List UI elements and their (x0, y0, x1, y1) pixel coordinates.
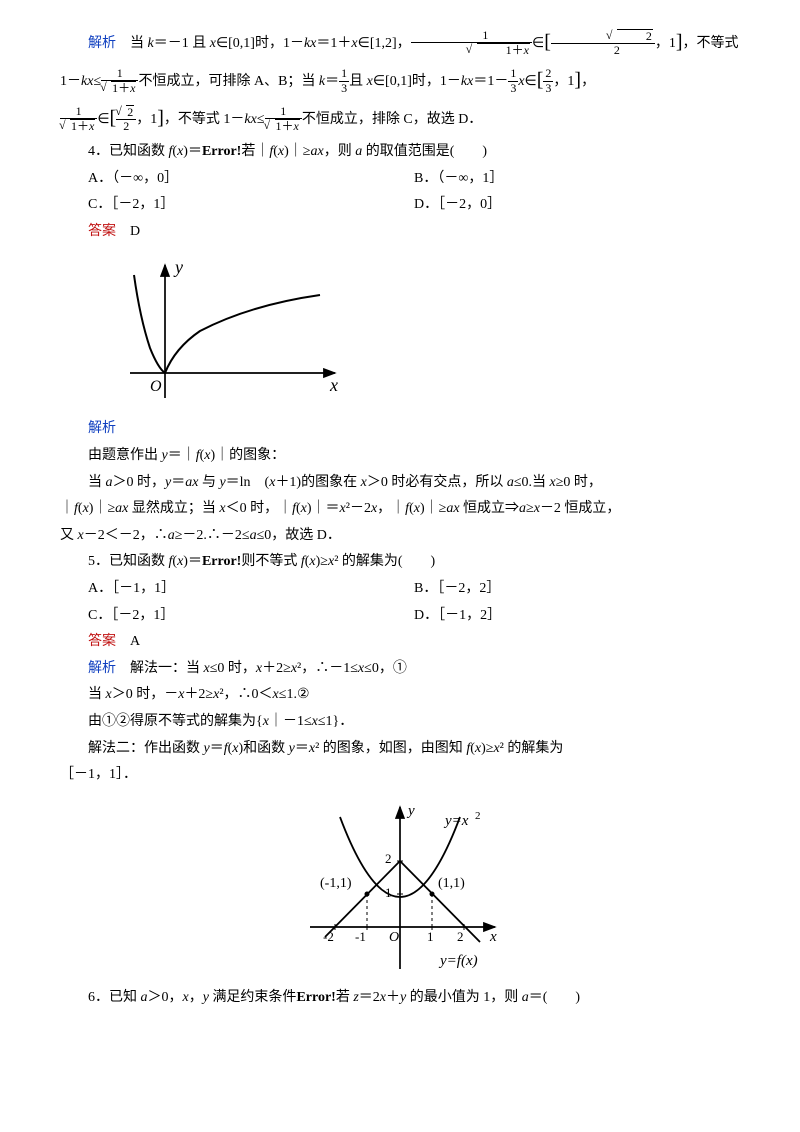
q3-analysis-line1: 解析 当 k＝－1 且 x∈[0,1]时，1－kx＝1＋x∈[1,2]，11＋x… (60, 25, 740, 63)
analysis-label: 解析 (88, 36, 116, 51)
q4-expl4: 又 x－2＜－2，∴a≥－2.∴－2≤a≤0，故选 D． (60, 523, 740, 550)
q4-answer: 答案 D (60, 219, 740, 246)
svg-text:1: 1 (427, 929, 434, 944)
q4-optD: D．［－2，0］ (414, 192, 740, 219)
q6-stem: 6．已知 a＞0，x，y 满足约束条件Error!若 z＝2x＋y 的最小值为 … (60, 985, 740, 1012)
q4-optB: B．（－∞，1］ (414, 166, 740, 193)
q4-stem: 4．已知函数 f(x)＝Error!若｜f(x)｜≥ax，则 a 的取值范围是(… (60, 139, 740, 166)
q5-graph: -2 -1 O 1 2 1 2 (-1,1) (60, 797, 740, 977)
q5-optC: C．［－2，1］ (88, 603, 414, 630)
q5-options-row1: A．［－1，1］ B．［－2，2］ (60, 576, 740, 603)
svg-text:(-1,1): (-1,1) (320, 876, 352, 891)
q5-options-row2: C．［－2，1］ D．［－1，2］ (60, 603, 740, 630)
svg-text:2: 2 (385, 851, 392, 866)
q3-analysis-line3: 11＋x∈[22，1]，不等式 1－kx≤11＋x不恒成立，排除 C，故选 D． (60, 101, 740, 139)
q5-optD: D．［－1，2］ (414, 603, 740, 630)
q5-m5: ［－1，1］． (60, 762, 740, 789)
q5-m2: 当 x＞0 时，－x＋2≥x²，∴0＜x≤1.② (60, 682, 740, 709)
svg-text:y: y (406, 803, 415, 819)
q4-expl1: 由题意作出 y＝｜f(x)｜的图象： (60, 443, 740, 470)
q5-optB: B．［－2，2］ (414, 576, 740, 603)
svg-text:2: 2 (457, 929, 464, 944)
q4-graph: y x O (120, 253, 740, 408)
q5-answer: 答案 A (60, 629, 740, 656)
svg-text:O: O (150, 378, 162, 395)
q4-expl3: ｜f(x)｜≥ax 显然成立；当 x＜0 时，｜f(x)｜＝x²－2x，｜f(x… (60, 496, 740, 523)
svg-text:y=f(x): y=f(x) (438, 953, 478, 969)
q4-analysis-label: 解析 (60, 416, 740, 443)
q5-m4: 解法二：作出函数 y＝f(x)和函数 y＝x² 的图象，如图，由图知 f(x)≥… (60, 736, 740, 763)
svg-text:y=x: y=x (443, 813, 469, 829)
q3-analysis-line2: 1－kx≤11＋x不恒成立，可排除 A、B；当 k＝13且 x∈[0,1]时，1… (60, 63, 740, 101)
svg-text:(1,1): (1,1) (438, 876, 465, 891)
q5-m1: 解析 解法一：当 x≤0 时，x＋2≥x²，∴－1≤x≤0，① (60, 656, 740, 683)
q4-options-row2: C．［－2，1］ D．［－2，0］ (60, 192, 740, 219)
svg-text:-1: -1 (355, 929, 366, 944)
svg-text:2: 2 (475, 810, 481, 822)
q5-stem: 5．已知函数 f(x)＝Error!则不等式 f(x)≥x² 的解集为( ) (60, 549, 740, 576)
q4-expl2: 当 a＞0 时，y＝ax 与 y＝ln (x＋1)的图象在 x＞0 时必有交点，… (60, 470, 740, 497)
svg-text:x: x (329, 375, 338, 395)
q5-m3: 由①②得原不等式的解集为{x｜－1≤x≤1}． (60, 709, 740, 736)
q4-optA: A．（－∞，0］ (88, 166, 414, 193)
q4-options-row1: A．（－∞，0］ B．（－∞，1］ (60, 166, 740, 193)
svg-text:x: x (489, 929, 497, 945)
q4-optC: C．［－2，1］ (88, 192, 414, 219)
q5-optA: A．［－1，1］ (88, 576, 414, 603)
svg-text:O: O (389, 930, 399, 945)
svg-text:y: y (173, 257, 183, 277)
